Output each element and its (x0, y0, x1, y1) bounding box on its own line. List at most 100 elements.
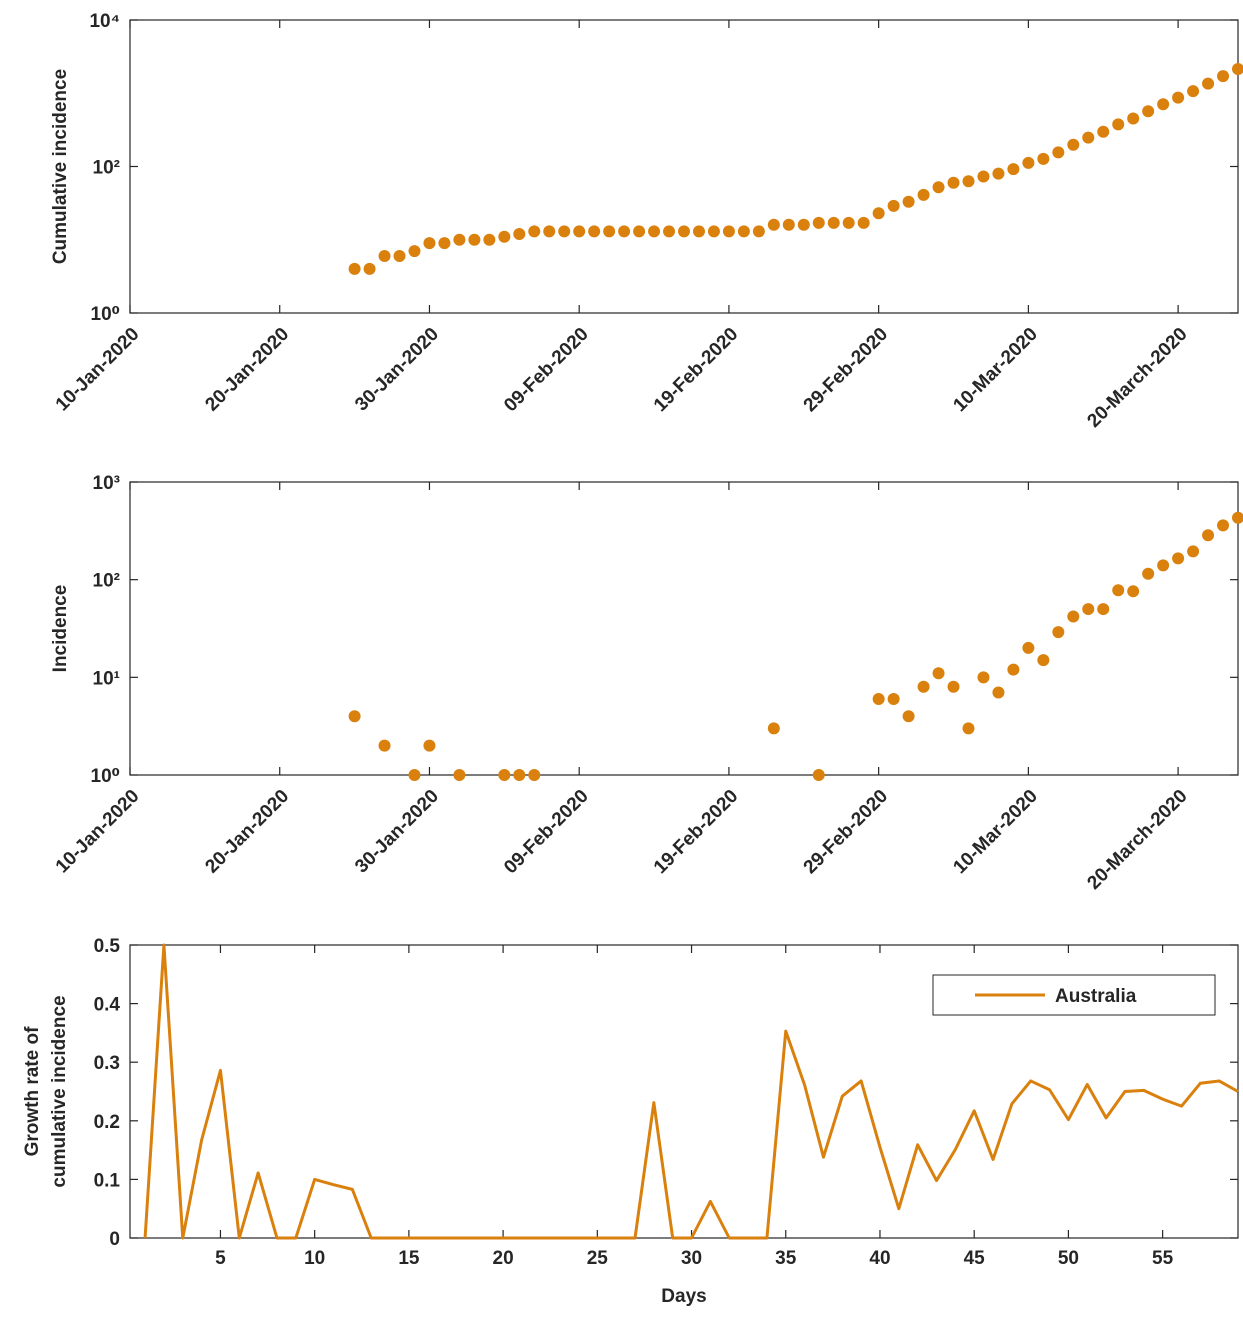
x-tick-label: 09-Feb-2020 (500, 786, 593, 879)
data-point (1097, 603, 1110, 616)
y-tick-label: 10² (93, 571, 120, 592)
x-tick-label: 19-Feb-2020 (650, 324, 743, 417)
data-point (498, 769, 511, 781)
data-point (1217, 70, 1230, 83)
data-point (348, 710, 361, 723)
data-point (722, 225, 735, 238)
data-point (872, 207, 885, 220)
data-point (962, 722, 975, 735)
data-point (767, 218, 780, 231)
data-point (1112, 118, 1125, 131)
x-tick-label: 29-Feb-2020 (800, 786, 893, 879)
x-tick-label: 20-Jan-2020 (201, 324, 293, 416)
x-tick-label: 20-March-2020 (1083, 324, 1191, 432)
data-point (1217, 519, 1230, 532)
data-point (1082, 131, 1095, 144)
y-tick-label: 10⁰ (91, 766, 120, 787)
data-point (1232, 63, 1243, 76)
data-point (378, 250, 391, 263)
data-point (1127, 112, 1140, 125)
data-point (1007, 163, 1020, 176)
data-point (573, 225, 586, 238)
data-point (483, 233, 496, 246)
data-point (797, 218, 810, 231)
data-point (992, 686, 1005, 699)
data-point (782, 218, 795, 231)
data-point (1172, 91, 1185, 104)
data-point (947, 680, 960, 693)
data-point (812, 216, 825, 229)
x-tick-label: 30-Jan-2020 (351, 324, 443, 416)
x-tick-label: 10-Mar-2020 (949, 786, 1042, 879)
data-point (1022, 641, 1035, 654)
y-tick-label: 10¹ (93, 668, 120, 689)
x-tick-label: 5 (215, 1248, 226, 1269)
y-axis-label: Growth rate of (22, 1026, 43, 1157)
data-point (1037, 654, 1050, 667)
data-point (752, 225, 765, 238)
data-point (887, 199, 900, 212)
data-point (558, 225, 571, 238)
x-tick-label: 20-Jan-2020 (201, 786, 293, 878)
data-point (932, 667, 945, 680)
data-point (1067, 138, 1080, 151)
data-point (648, 225, 661, 238)
y-tick-label: 0.4 (94, 995, 121, 1016)
data-point (588, 225, 601, 238)
data-point (1187, 85, 1200, 98)
data-point (1037, 152, 1050, 165)
x-tick-label: 55 (1152, 1248, 1174, 1269)
data-point (678, 225, 690, 238)
data-point (737, 225, 750, 238)
data-point (902, 195, 915, 208)
data-line (143, 943, 1239, 1240)
data-point (872, 693, 885, 706)
data-point (767, 722, 780, 735)
legend-label: Australia (1055, 986, 1137, 1007)
data-point (438, 237, 451, 250)
data-point (498, 230, 511, 243)
x-tick-label: 10-Mar-2020 (949, 324, 1042, 417)
data-point (423, 739, 436, 752)
data-point (1112, 584, 1125, 597)
x-tick-label: 30-Jan-2020 (351, 786, 443, 878)
y-tick-label: 0.2 (94, 1112, 120, 1133)
x-tick-label: 10-Jan-2020 (52, 324, 144, 416)
data-point (528, 225, 541, 238)
y-tick-label: 0.1 (94, 1170, 121, 1191)
data-point (468, 233, 481, 246)
data-point (408, 245, 421, 258)
y-tick-label: 10⁴ (89, 11, 120, 32)
data-point (827, 216, 840, 229)
data-point (707, 225, 720, 238)
data-point (453, 233, 466, 246)
data-point (1052, 626, 1065, 639)
data-point (1202, 77, 1215, 90)
y-axis-label: Incidence (50, 585, 71, 673)
data-point (962, 175, 975, 188)
x-tick-label: 20-March-2020 (1083, 786, 1191, 894)
data-point (633, 225, 646, 238)
y-tick-label: 10² (93, 158, 120, 179)
data-point (992, 167, 1005, 180)
data-point (1052, 146, 1065, 159)
data-point (1022, 156, 1035, 169)
x-tick-label: 25 (587, 1248, 609, 1269)
data-point (977, 170, 990, 183)
data-point (932, 181, 945, 194)
x-tick-label: 50 (1058, 1248, 1079, 1269)
x-tick-label: 29-Feb-2020 (800, 324, 893, 417)
data-point (543, 225, 556, 238)
data-point (1157, 98, 1170, 111)
data-point (348, 262, 361, 275)
x-tick-label: 10-Jan-2020 (52, 786, 144, 878)
data-point (1232, 511, 1243, 524)
data-point (408, 769, 421, 781)
y-tick-label: 0.3 (94, 1053, 120, 1074)
x-tick-label: 35 (775, 1248, 797, 1269)
data-point (363, 262, 376, 275)
x-tick-label: 20 (493, 1248, 514, 1269)
data-point (902, 710, 915, 723)
data-point (887, 693, 900, 706)
